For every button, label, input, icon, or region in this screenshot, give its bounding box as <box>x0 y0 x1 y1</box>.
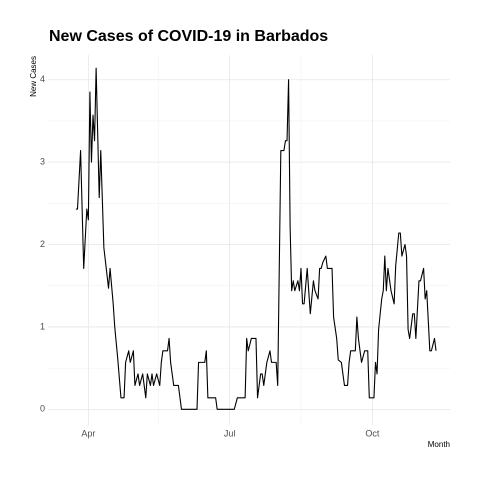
y-tick-label: 0 <box>40 404 45 414</box>
y-tick-label: 3 <box>40 157 45 167</box>
x-tick-label: Apr <box>81 428 95 438</box>
x-tick-label: Jul <box>224 428 236 438</box>
y-tick-label: 2 <box>40 239 45 249</box>
line-series <box>75 67 437 410</box>
x-tick-label: Oct <box>365 428 380 438</box>
y-tick-label: 4 <box>40 74 45 84</box>
x-axis-label: Month <box>428 440 450 449</box>
y-tick-label: 1 <box>40 321 45 331</box>
chart-title: New Cases of COVID-19 in Barbados <box>49 28 328 45</box>
y-axis-label: New Cases <box>29 56 38 97</box>
